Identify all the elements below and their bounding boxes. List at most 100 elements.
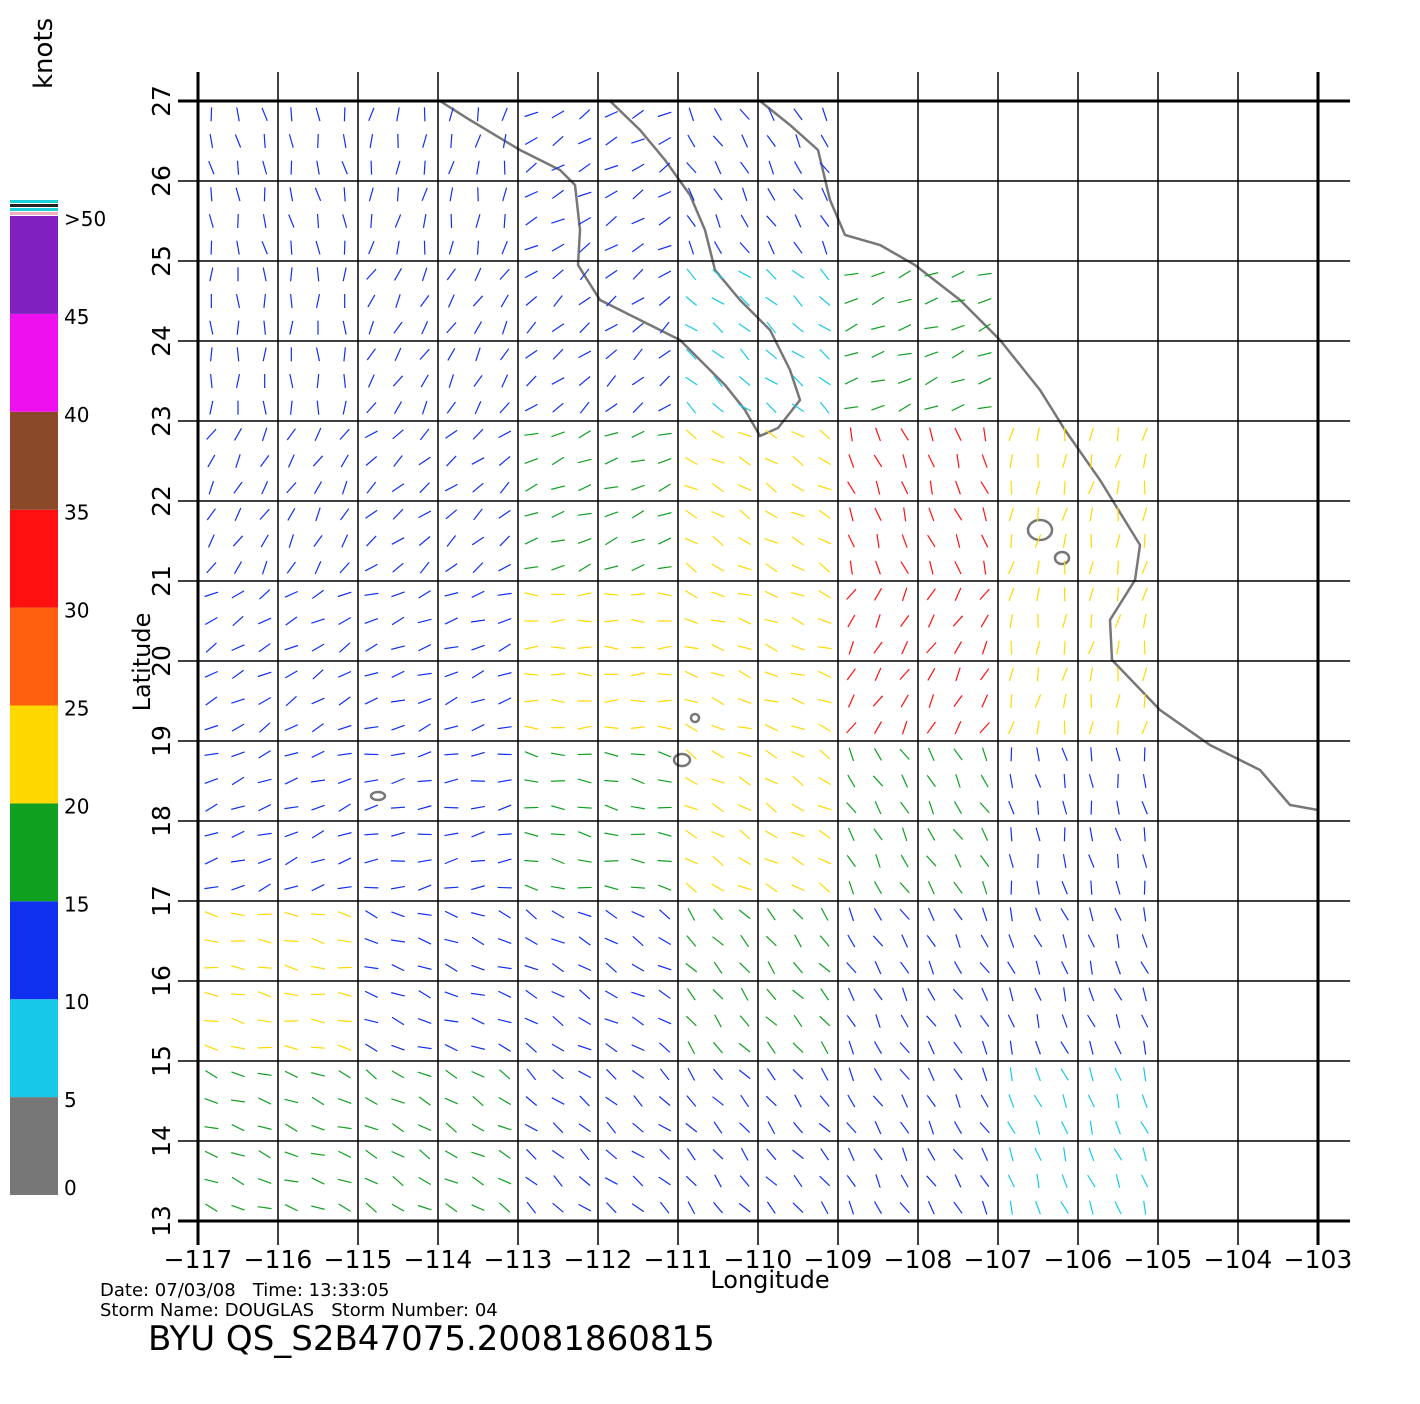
wind-vector [1011,694,1012,708]
wind-vector [263,347,266,361]
wind-vector [205,912,218,917]
wind-vector [339,643,349,652]
wind-vector [956,774,960,787]
wind-vector [711,779,724,783]
wind-vector [418,1125,431,1131]
wind-vector [847,962,856,972]
wind-vector [338,671,351,677]
wind-vector [578,673,592,676]
wind-vector [821,135,828,147]
wind-vector [234,482,242,493]
wind-vector [445,593,459,596]
wind-vector [631,673,645,676]
wind-vector [604,727,618,728]
wind-vector [393,376,402,386]
wind-vector [1143,1148,1146,1162]
wind-vector [632,964,644,971]
y-tick-label: 17 [147,885,176,917]
wind-vector [231,699,244,703]
wind-vector [687,1149,695,1161]
wind-vector [471,1046,485,1049]
wind-vector [290,187,292,201]
wind-vector [525,138,537,145]
wind-vector [1088,1015,1095,1027]
y-tick-label: 23 [147,405,176,437]
wind-vector [289,534,293,547]
storm-info: Storm Name: DOUGLAS Storm Number: 04 [100,1300,498,1321]
wind-vector [874,455,881,467]
wind-vector [1089,428,1093,441]
wind-vector [258,859,271,864]
wind-vector [766,884,777,892]
wind-vector [445,779,458,783]
wind-vector [472,537,484,545]
wind-vector [739,324,751,332]
wind-vector [446,510,457,519]
wind-vector [285,671,297,678]
wind-vector [928,1068,934,1081]
wind-vector [232,645,245,651]
wind-vector [606,350,617,359]
wind-vector [712,937,723,946]
wind-vector [1144,1041,1146,1055]
wind-vector [314,535,322,546]
wind-vector [391,886,405,888]
colorbar-tick-label: 15 [64,892,89,916]
wind-vector [445,964,457,971]
wind-vector [312,938,325,943]
wind-vector [471,886,484,890]
wind-vector [418,699,431,704]
wind-vector [551,647,565,648]
wind-vector [982,988,988,1001]
wind-vector [818,858,831,864]
wind-vector [209,161,214,174]
wind-vector [366,457,377,466]
wind-vector [527,1202,536,1213]
wind-vector [366,510,378,518]
wind-vector [339,697,350,705]
x-tick-label: −112 [564,1245,633,1274]
wind-vector [632,164,644,171]
wind-vector [499,457,510,466]
wind-vector [794,1122,803,1133]
wind-vector [1089,561,1093,574]
wind-vector [1061,908,1068,920]
wind-vector [956,934,960,947]
wind-vector [448,348,455,360]
wind-vector [231,1100,245,1102]
wind-vector [448,295,454,308]
wind-vector [1009,854,1013,867]
wind-vector [446,456,456,466]
wind-vector [978,299,991,304]
wind-vector [739,910,750,919]
wind-vector [658,966,671,970]
wind-vector [311,1125,324,1130]
wind-vector [955,721,961,734]
wind-vector [259,698,271,705]
wind-vector [688,1068,695,1080]
wind-vector [552,1150,564,1158]
wind-vector [1142,1015,1148,1028]
wind-vector [604,594,618,595]
wind-vector [658,433,672,435]
wind-vector [740,1016,749,1027]
wind-vector [289,215,294,228]
wind-vector [291,294,292,308]
wind-vector [365,1044,377,1051]
wind-vector [367,402,376,412]
wind-vector [1116,881,1120,894]
wind-vector [343,321,346,335]
wind-vector [473,429,483,439]
x-tick-label: −117 [164,1245,233,1274]
wind-vector [446,1123,456,1132]
wind-vector [1063,454,1067,467]
wind-vector [658,726,672,729]
wind-vector [687,1096,696,1107]
wind-vector [498,991,511,997]
wind-vector [606,1069,616,1079]
wind-vector [819,591,831,598]
wind-vector [848,695,854,708]
wind-vector [928,988,935,1000]
wind-vector [291,241,292,255]
wind-vector [902,775,908,788]
